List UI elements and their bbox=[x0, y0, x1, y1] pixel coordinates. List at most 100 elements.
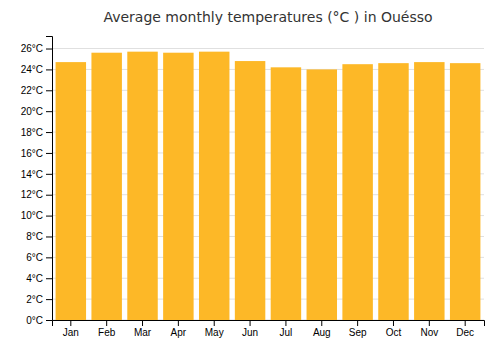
bar bbox=[414, 62, 444, 320]
tick-label: 24°C bbox=[21, 64, 43, 75]
tick-label: May bbox=[205, 327, 224, 338]
title: Average monthly temperatures (°C ) in Ou… bbox=[103, 9, 432, 25]
tick-label: 10°C bbox=[21, 210, 43, 221]
tick-mark bbox=[46, 132, 52, 133]
tick-label: 18°C bbox=[21, 127, 43, 138]
tick-label: Sep bbox=[349, 327, 367, 338]
tick-mark bbox=[46, 216, 52, 217]
tick-mark bbox=[214, 320, 215, 326]
tick-label: 4°C bbox=[26, 273, 43, 284]
tick-mark bbox=[321, 320, 322, 326]
y-tick: 24°C bbox=[21, 64, 52, 75]
axis-line bbox=[46, 37, 53, 321]
tick-label: 14°C bbox=[21, 169, 43, 180]
tick-mark bbox=[46, 111, 52, 112]
y-tick: 14°C bbox=[21, 169, 52, 180]
y-axis: 0°C 2°C 4°C 6°C 8°C 10°C 12°C 14°C 16°C 18°C 20°C 2… bbox=[21, 37, 53, 326]
chart-container: 0°C 2°C 4°C 6°C 8°C 10°C 12°C 14°C 16°C 18°C 20°C 2… bbox=[0, 0, 500, 350]
tick-mark bbox=[429, 320, 430, 326]
tick-label: Jan bbox=[63, 327, 79, 338]
tick-mark bbox=[46, 90, 52, 91]
tick-mark bbox=[178, 320, 179, 326]
tick-mark bbox=[46, 320, 52, 321]
tick-label: 6°C bbox=[26, 252, 43, 263]
axis-line bbox=[53, 321, 485, 327]
tick-mark bbox=[285, 320, 286, 326]
tick-mark bbox=[46, 257, 52, 258]
tick-mark bbox=[46, 236, 52, 237]
tick-label: Dec bbox=[456, 327, 474, 338]
grid bbox=[52, 49, 484, 320]
bar bbox=[56, 62, 86, 320]
tick-mark bbox=[106, 320, 107, 326]
tick-label: Jun bbox=[242, 327, 258, 338]
bar bbox=[163, 53, 193, 320]
y-tick: 22°C bbox=[21, 85, 52, 96]
grid-line bbox=[52, 48, 484, 49]
bar bbox=[199, 52, 229, 320]
x-tick: Oct bbox=[386, 320, 402, 338]
bar bbox=[235, 61, 265, 320]
tick-label: 16°C bbox=[21, 148, 43, 159]
x-tick: Sep bbox=[349, 320, 367, 338]
x-tick: Aug bbox=[313, 320, 331, 338]
tick-label: 2°C bbox=[26, 294, 43, 305]
bars bbox=[56, 52, 481, 320]
x-tick: Nov bbox=[420, 320, 438, 338]
tick-mark bbox=[46, 278, 52, 279]
tick-label: 26°C bbox=[21, 43, 43, 54]
x-tick: Mar bbox=[134, 320, 152, 338]
y-tick: 16°C bbox=[21, 148, 52, 159]
x-tick: Jun bbox=[242, 320, 258, 338]
tick-label: Feb bbox=[98, 327, 116, 338]
x-tick: Apr bbox=[171, 320, 187, 338]
y-tick: 2°C bbox=[26, 294, 52, 305]
tick-label: 8°C bbox=[26, 231, 43, 242]
chart-svg: 0°C 2°C 4°C 6°C 8°C 10°C 12°C 14°C 16°C 18°C 20°C 2… bbox=[0, 0, 500, 350]
tick-mark bbox=[46, 153, 52, 154]
y-tick: 6°C bbox=[26, 252, 52, 263]
tick-mark bbox=[357, 320, 358, 326]
y-tick: 12°C bbox=[21, 189, 52, 200]
bar bbox=[271, 67, 301, 320]
y-tick: 0°C bbox=[26, 315, 52, 326]
tick-label: 20°C bbox=[21, 106, 43, 117]
x-tick: Jul bbox=[280, 320, 293, 338]
tick-label: Apr bbox=[171, 327, 187, 338]
tick-label: 0°C bbox=[26, 315, 43, 326]
x-axis: Jan Feb Mar Apr May Jun Jul Aug Sep Oct Nov Dec bbox=[53, 320, 485, 338]
tick-mark bbox=[46, 174, 52, 175]
tick-mark bbox=[250, 320, 251, 326]
tick-mark bbox=[465, 320, 466, 326]
tick-mark bbox=[46, 49, 52, 50]
x-tick: Feb bbox=[98, 320, 116, 338]
tick-label: 22°C bbox=[21, 85, 43, 96]
tick-mark bbox=[46, 299, 52, 300]
tick-label: Jul bbox=[280, 327, 293, 338]
tick-label: Aug bbox=[313, 327, 331, 338]
bar bbox=[91, 53, 121, 320]
x-tick: May bbox=[205, 320, 224, 338]
tick-label: 12°C bbox=[21, 189, 43, 200]
y-tick: 18°C bbox=[21, 127, 52, 138]
tick-label: Mar bbox=[134, 327, 152, 338]
tick-mark bbox=[142, 320, 143, 326]
tick-label: Oct bbox=[386, 327, 402, 338]
tick-mark bbox=[46, 195, 52, 196]
tick-mark bbox=[393, 320, 394, 326]
tick-label: Nov bbox=[420, 327, 438, 338]
y-tick: 4°C bbox=[26, 273, 52, 284]
bar bbox=[450, 63, 480, 320]
bar bbox=[127, 52, 157, 320]
bar bbox=[307, 69, 337, 320]
bar bbox=[342, 64, 372, 320]
tick-mark bbox=[46, 69, 52, 70]
y-tick: 8°C bbox=[26, 231, 52, 242]
y-tick: 26°C bbox=[21, 43, 52, 54]
tick-mark bbox=[70, 320, 71, 326]
y-tick: 20°C bbox=[21, 106, 52, 117]
x-tick: Jan bbox=[63, 320, 79, 338]
y-tick: 10°C bbox=[21, 210, 52, 221]
bar bbox=[378, 63, 408, 320]
x-tick: Dec bbox=[456, 320, 474, 338]
